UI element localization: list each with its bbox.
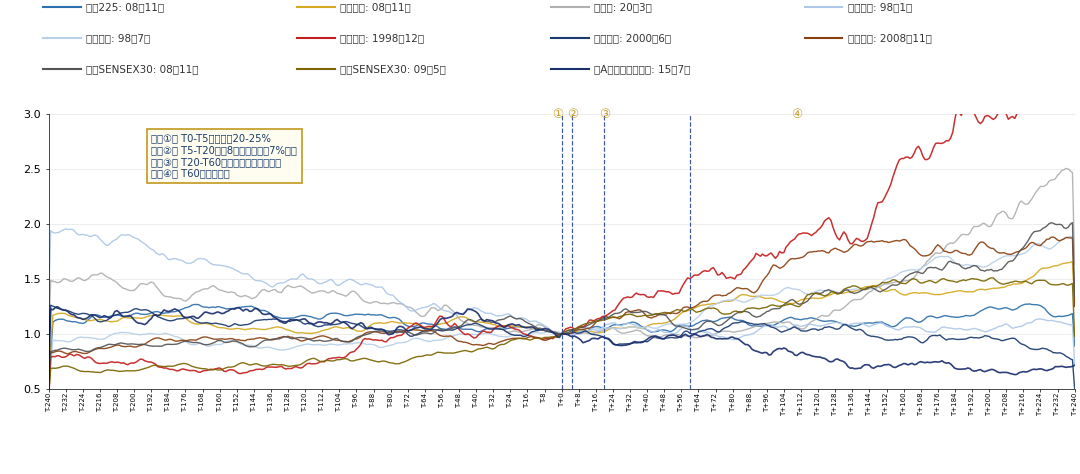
Text: 印度SENSEX30: 08年11月: 印度SENSEX30: 08年11月 bbox=[86, 64, 199, 74]
Text: 道琼斯: 20年3月: 道琼斯: 20年3月 bbox=[594, 2, 652, 12]
Text: 韩国综指: 2000年6月: 韩国综指: 2000年6月 bbox=[594, 33, 671, 43]
Text: 韩国综指: 2008年11月: 韩国综指: 2008年11月 bbox=[848, 33, 932, 43]
Text: 全A除金融石油石化: 15年7月: 全A除金融石油石化: 15年7月 bbox=[594, 64, 690, 74]
Text: 恒生指数: 08年11月: 恒生指数: 08年11月 bbox=[340, 2, 411, 12]
Text: 韩国综指: 98年7月: 韩国综指: 98年7月 bbox=[86, 33, 150, 43]
Text: ①: ① bbox=[552, 109, 563, 121]
Text: 印度SENSEX30: 09年5月: 印度SENSEX30: 09年5月 bbox=[340, 64, 446, 74]
Text: ②: ② bbox=[567, 109, 578, 121]
Text: 韩国综指: 1998年12月: 韩国综指: 1998年12月 bbox=[340, 33, 424, 43]
Text: ③: ③ bbox=[598, 109, 610, 121]
Text: 阶段①： T0-T5暴力反很20-25%
阶段②： T5-T20其中8个案例再反很7%左右
阶段③： T20-T60进入缓冲期，震荚为主
阶段④： T60开始决: 阶段①： T0-T5暴力反很20-25% 阶段②： T5-T20其中8个案例再反… bbox=[151, 134, 297, 178]
Text: 日经225: 08年11月: 日经225: 08年11月 bbox=[86, 2, 164, 12]
Text: 韩国综指: 98年1月: 韩国综指: 98年1月 bbox=[848, 2, 912, 12]
Text: ④: ④ bbox=[791, 109, 802, 121]
